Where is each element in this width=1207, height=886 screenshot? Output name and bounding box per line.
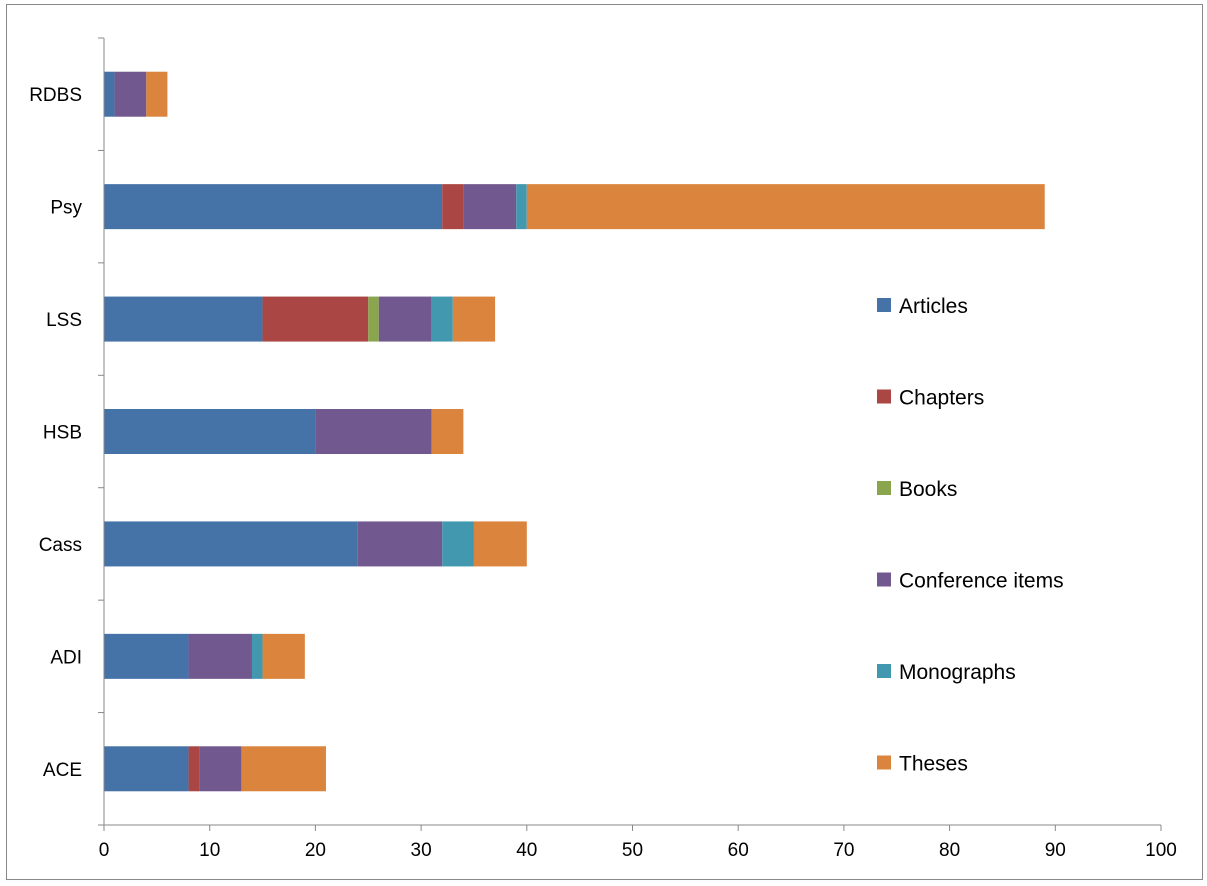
x-tick-label: 70 bbox=[833, 840, 854, 861]
bar-ace-articles bbox=[104, 746, 189, 792]
x-tick-label: 90 bbox=[1045, 840, 1066, 861]
bar-lss-books bbox=[368, 296, 379, 342]
bar-ace-chapters bbox=[188, 746, 200, 792]
bar-ace-conference-items bbox=[199, 746, 242, 792]
bar-rdbs-articles bbox=[104, 71, 115, 117]
y-tick-label: RDBS bbox=[29, 85, 82, 106]
bar-psy-conference-items bbox=[463, 184, 517, 230]
x-tick-label: 40 bbox=[516, 840, 537, 861]
bar-ace-theses bbox=[241, 746, 326, 792]
bar-cass-theses bbox=[473, 521, 527, 567]
legend-label-articles: Articles bbox=[899, 295, 968, 318]
legend-label-theses: Theses bbox=[899, 753, 968, 776]
x-tick-label: 30 bbox=[411, 840, 432, 861]
legend-swatch-theses bbox=[877, 755, 891, 770]
x-tick-label: 60 bbox=[728, 840, 749, 861]
y-tick-label: Psy bbox=[50, 198, 82, 219]
legend-label-conference-items: Conference items bbox=[899, 570, 1064, 593]
x-tick-label: 80 bbox=[939, 840, 960, 861]
x-tick-label: 0 bbox=[99, 840, 110, 861]
legend-swatch-chapters bbox=[877, 389, 891, 404]
bar-hsb-conference-items bbox=[315, 409, 432, 454]
bar-psy-theses bbox=[526, 184, 1045, 230]
bar-cass-conference-items bbox=[357, 521, 443, 567]
y-tick-label: Cass bbox=[39, 535, 82, 556]
bar-adi-articles bbox=[104, 633, 189, 679]
bar-adi-theses bbox=[262, 633, 305, 679]
bar-lss-chapters bbox=[262, 296, 369, 342]
legend-swatch-books bbox=[877, 481, 891, 495]
bar-hsb-articles bbox=[104, 409, 316, 454]
bar-lss-articles bbox=[104, 296, 263, 342]
y-tick-label: ADI bbox=[50, 647, 82, 668]
y-tick-label: LSS bbox=[46, 310, 82, 331]
x-tick-label: 50 bbox=[622, 840, 643, 861]
bar-rdbs-conference-items bbox=[114, 71, 147, 117]
bar-cass-articles bbox=[104, 521, 358, 567]
bar-psy-articles bbox=[104, 184, 443, 230]
legend-label-monographs: Monographs bbox=[899, 661, 1016, 684]
bar-lss-conference-items bbox=[378, 296, 432, 342]
x-tick-label: 20 bbox=[305, 840, 326, 861]
bar-rdbs-theses bbox=[146, 71, 168, 117]
legend-swatch-monographs bbox=[877, 664, 891, 678]
y-tick-label: HSB bbox=[43, 423, 82, 444]
bars-layer bbox=[104, 71, 1045, 792]
bar-hsb-theses bbox=[431, 409, 464, 454]
legend-label-chapters: Chapters bbox=[899, 387, 984, 410]
bar-cass-monographs bbox=[442, 521, 474, 567]
bar-psy-chapters bbox=[442, 184, 464, 230]
legend-label-books: Books bbox=[899, 478, 957, 501]
bar-adi-conference-items bbox=[188, 633, 252, 679]
legend-swatch-articles bbox=[877, 298, 891, 312]
y-tick-label: ACE bbox=[43, 760, 82, 781]
legend: Articles Chapters Books Conference items Mon… bbox=[877, 295, 1064, 776]
bar-lss-theses bbox=[452, 296, 496, 342]
x-tick-label: 10 bbox=[199, 840, 220, 861]
bar-lss-monographs bbox=[431, 296, 453, 342]
x-tick-label: 100 bbox=[1145, 840, 1177, 861]
legend-swatch-conference-items bbox=[877, 572, 891, 587]
bar-adi-monographs bbox=[251, 633, 263, 679]
bar-psy-monographs bbox=[516, 184, 527, 230]
axes-layer: ACE ADI Cass HSB LSS Psy RDBS 0 10 20 30 40 50 60 70 80… bbox=[29, 37, 1177, 861]
